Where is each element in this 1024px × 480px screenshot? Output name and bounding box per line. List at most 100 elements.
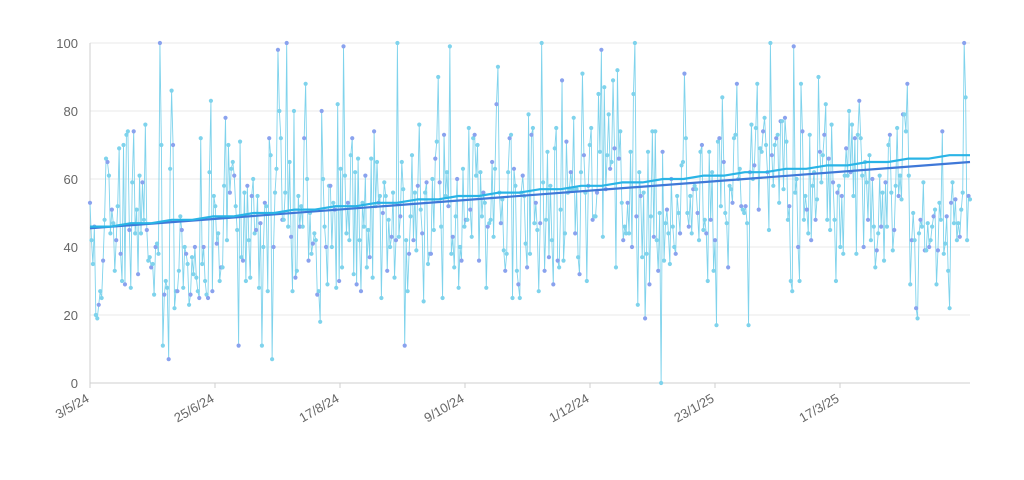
data-point (723, 210, 728, 216)
data-point (271, 244, 276, 250)
data-point (367, 255, 372, 260)
data-point (619, 200, 624, 205)
data-point (481, 190, 486, 195)
data-point (612, 146, 617, 151)
data-point (828, 227, 833, 233)
data-point (535, 227, 540, 233)
data-point (313, 238, 318, 243)
data-point (513, 183, 518, 188)
data-point (886, 142, 891, 148)
data-point (185, 261, 190, 267)
data-point (541, 180, 546, 185)
data-point (643, 316, 648, 321)
data-point (580, 71, 585, 76)
data-point (696, 238, 702, 243)
data-point (593, 214, 598, 219)
y-tick-label: 60 (64, 172, 78, 187)
data-point (844, 146, 849, 151)
data-point (291, 108, 297, 114)
data-point (163, 278, 168, 284)
data-point (186, 302, 192, 307)
data-point (693, 187, 699, 192)
data-point (159, 142, 164, 148)
data-point (150, 261, 155, 267)
data-point (602, 85, 607, 90)
data-point (753, 125, 758, 131)
y-tick-label: 0 (71, 376, 78, 391)
data-point (398, 214, 403, 219)
data-point (411, 238, 416, 243)
data-point (337, 278, 342, 284)
y-tick-label: 100 (56, 36, 78, 51)
data-point (720, 95, 725, 100)
data-point (329, 244, 334, 250)
data-point (803, 193, 808, 199)
data-point (548, 183, 553, 188)
data-point (768, 40, 773, 46)
data-point (115, 204, 120, 209)
data-point (625, 200, 630, 205)
data-point (203, 278, 208, 284)
data-point (654, 238, 659, 243)
data-point (842, 173, 847, 178)
data-point (253, 227, 259, 233)
data-point (401, 187, 406, 192)
data-point (259, 343, 265, 348)
data-point (444, 170, 450, 175)
data-point (428, 251, 434, 256)
data-point (663, 221, 668, 226)
data-point (355, 156, 361, 161)
data-point (472, 132, 477, 137)
data-point (418, 207, 423, 212)
data-point (860, 173, 865, 178)
data-point (691, 187, 696, 192)
data-point (715, 139, 721, 144)
data-point (473, 173, 479, 178)
data-point (275, 47, 281, 52)
data-point (245, 183, 250, 188)
data-point (804, 207, 809, 212)
data-point (712, 238, 718, 243)
data-point (686, 224, 691, 229)
data-point (223, 115, 228, 120)
data-point (705, 278, 710, 284)
data-point (256, 285, 262, 290)
data-point (752, 163, 757, 168)
data-point (296, 193, 301, 199)
data-point (511, 166, 517, 171)
data-point (527, 251, 533, 256)
data-point (149, 265, 154, 270)
data-point (666, 231, 671, 236)
data-point (420, 231, 425, 236)
data-point (246, 238, 251, 243)
data-point (95, 316, 100, 321)
data-point (293, 275, 298, 280)
data-point (836, 183, 841, 188)
data-point (431, 227, 436, 233)
data-point (927, 244, 932, 250)
data-point (272, 190, 278, 195)
data-point (656, 268, 661, 273)
data-point (864, 180, 869, 185)
data-point (436, 74, 441, 80)
data-point (938, 217, 943, 222)
data-point (800, 129, 805, 134)
data-point (331, 200, 336, 205)
data-point (644, 251, 649, 256)
data-point (211, 193, 216, 199)
data-point (536, 289, 541, 294)
data-point (153, 244, 158, 250)
data-point (457, 244, 463, 250)
data-point (542, 268, 547, 273)
data-point (692, 183, 697, 188)
moving-average-line (90, 154, 970, 228)
data-point (551, 282, 556, 287)
data-point (351, 272, 356, 277)
y-tick-label: 20 (64, 308, 78, 323)
data-point (851, 193, 856, 199)
data-point (777, 200, 782, 205)
data-point (554, 125, 559, 131)
data-point (814, 197, 820, 202)
data-point (287, 159, 292, 165)
data-point (916, 231, 922, 236)
